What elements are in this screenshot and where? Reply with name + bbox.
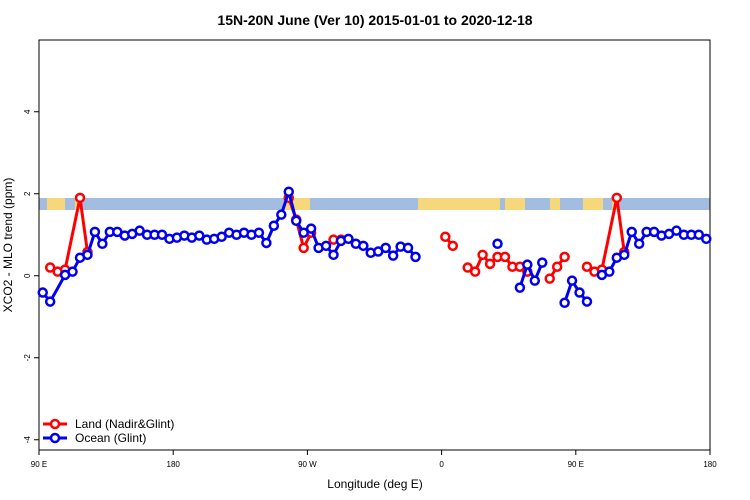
- point: [283, 186, 295, 197]
- point: [67, 266, 78, 277]
- point: [462, 262, 473, 273]
- point: [320, 240, 332, 252]
- point: [671, 225, 682, 236]
- point: [380, 242, 391, 254]
- point: [701, 233, 712, 245]
- point: [261, 237, 272, 249]
- point: [514, 282, 526, 293]
- x-tick-label: 180: [167, 460, 181, 469]
- point: [298, 227, 309, 238]
- point: [484, 258, 496, 270]
- point: [253, 227, 265, 238]
- point: [559, 251, 570, 263]
- y-tick-label: -4: [23, 436, 32, 444]
- point: [581, 296, 593, 307]
- x-axis-label: Longitude (deg E): [327, 477, 422, 491]
- legend-marker: [49, 418, 61, 430]
- y-tick-label: 4: [23, 109, 32, 114]
- point: [268, 220, 280, 231]
- x-tick-label: 180: [703, 460, 717, 469]
- point: [626, 226, 637, 238]
- legend-marker: [49, 432, 61, 444]
- point: [402, 242, 414, 254]
- chart-title: 15N-20N June (Ver 10) 2015-01-01 to 2020…: [217, 12, 532, 28]
- point: [566, 275, 578, 286]
- point: [619, 249, 630, 261]
- x-tick-label: 0: [439, 460, 444, 469]
- point: [44, 296, 56, 307]
- point: [328, 249, 339, 261]
- point: [477, 249, 488, 261]
- point: [82, 249, 93, 261]
- point: [276, 209, 287, 220]
- point: [447, 240, 459, 252]
- point: [97, 238, 108, 250]
- y-tick-label: 0: [23, 273, 32, 278]
- point: [410, 251, 421, 263]
- point: [604, 266, 615, 277]
- point: [469, 266, 481, 277]
- point: [559, 297, 570, 309]
- point: [89, 226, 101, 238]
- legend-label: Ocean (Glint): [75, 431, 146, 445]
- x-tick-label: 90 E: [568, 460, 584, 469]
- x-tick-label: 90 W: [298, 460, 317, 469]
- point: [74, 192, 86, 204]
- point: [581, 261, 593, 272]
- point: [499, 251, 511, 263]
- point: [44, 262, 56, 273]
- point: [611, 192, 623, 204]
- point: [298, 242, 309, 254]
- point: [693, 229, 705, 240]
- point: [343, 233, 354, 245]
- point: [194, 230, 205, 241]
- x-tick-label: 90 E: [31, 460, 47, 469]
- point: [290, 215, 302, 227]
- map-strip: [39, 198, 710, 210]
- point: [156, 229, 168, 240]
- point: [440, 231, 451, 243]
- point: [134, 225, 145, 236]
- point: [551, 261, 563, 272]
- point: [216, 231, 227, 243]
- point: [387, 250, 399, 261]
- point: [529, 275, 541, 286]
- y-tick-label: -2: [23, 354, 32, 362]
- point: [522, 259, 533, 270]
- point: [37, 287, 48, 298]
- point: [358, 240, 369, 252]
- y-tick-label: 2: [23, 191, 32, 196]
- point: [544, 273, 555, 284]
- y-axis-label: XCO2 - MLO trend (ppm): [1, 178, 15, 313]
- point: [633, 238, 645, 250]
- point: [574, 287, 585, 298]
- point: [305, 223, 317, 234]
- legend-label: Land (Nadir&Glint): [75, 417, 174, 431]
- plot-frame: [38, 39, 711, 451]
- point: [537, 257, 548, 268]
- point: [492, 238, 503, 250]
